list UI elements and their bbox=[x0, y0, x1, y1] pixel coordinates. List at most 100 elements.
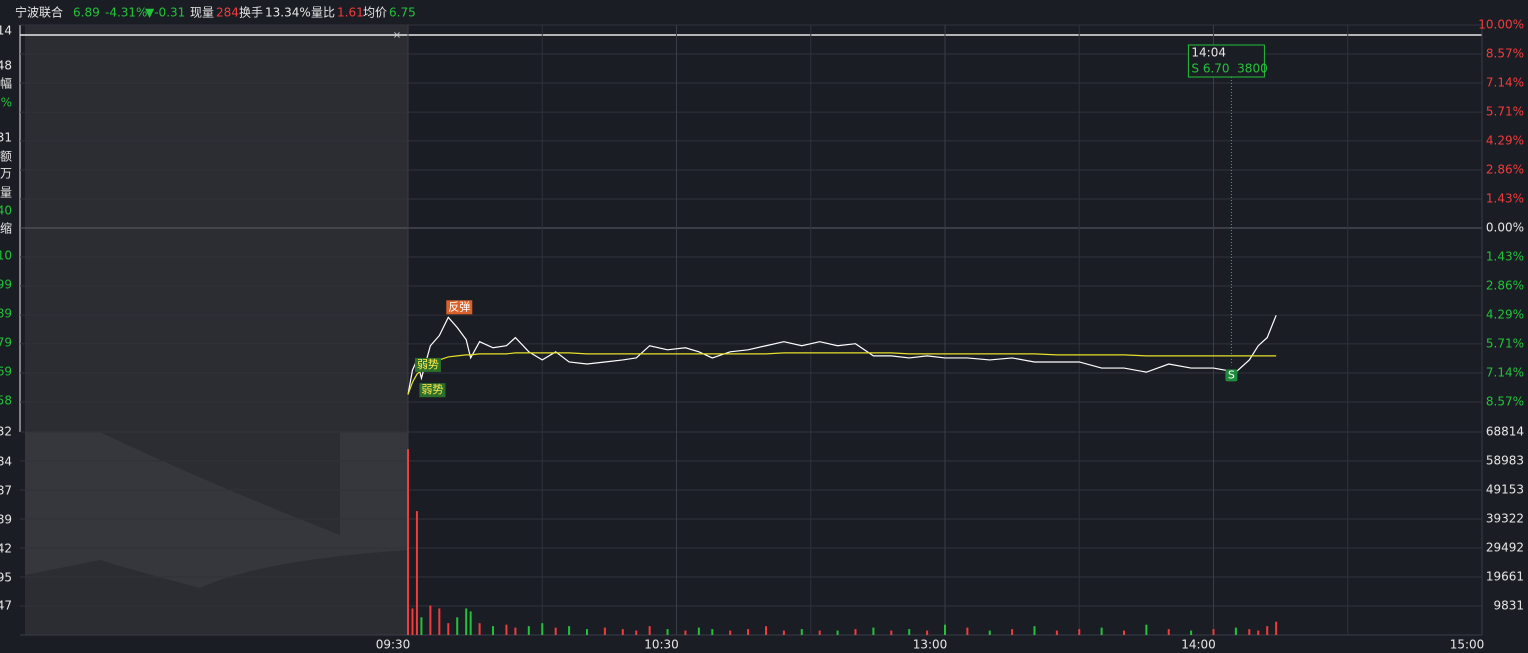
y-tick-label: 5.71% bbox=[1486, 336, 1524, 350]
left-label: 40 bbox=[0, 204, 12, 218]
volume-bar bbox=[1167, 629, 1170, 635]
y-tick-label: 1.43% bbox=[1486, 191, 1524, 205]
volume-bar bbox=[966, 627, 969, 635]
left-label: 31 bbox=[0, 131, 12, 145]
volume-bar bbox=[407, 449, 409, 635]
left-label: 84 bbox=[0, 455, 12, 469]
ratio-label: 量比 bbox=[311, 6, 335, 20]
volume-bar bbox=[1055, 630, 1058, 635]
ratio: 1.61 bbox=[337, 6, 364, 20]
volume-bar bbox=[411, 608, 414, 635]
price: 6.89 bbox=[73, 6, 100, 20]
signal-marker bbox=[1225, 369, 1238, 382]
volume-tick-label: 29492 bbox=[1486, 540, 1524, 554]
signal-time: 14:04 bbox=[1191, 46, 1226, 60]
tag-bg bbox=[446, 300, 473, 315]
volume-bar bbox=[1011, 629, 1014, 635]
volume-bar bbox=[505, 624, 508, 635]
volume-bar bbox=[800, 629, 803, 635]
y-tick-label: 7.14% bbox=[1486, 365, 1524, 379]
left-label: 量 bbox=[0, 186, 12, 200]
volume-bar bbox=[1212, 629, 1215, 635]
tag-label: 弱势 bbox=[421, 383, 443, 396]
volume-bar bbox=[478, 623, 481, 635]
stock-name: 宁波联合 bbox=[15, 5, 63, 20]
left-label: 万 bbox=[0, 167, 12, 181]
left-label: 32 bbox=[0, 425, 12, 439]
volume-bar bbox=[527, 626, 530, 635]
left-label: 89 bbox=[0, 307, 12, 321]
volume-bar bbox=[890, 630, 893, 635]
volume-bar bbox=[1078, 629, 1081, 635]
price-line bbox=[407, 315, 1277, 395]
y-tick-label: 0.00% bbox=[1486, 221, 1524, 235]
y-tick-label: 4.29% bbox=[1486, 133, 1524, 147]
volume-bar bbox=[697, 627, 700, 635]
volume-bar bbox=[1257, 630, 1260, 635]
volume-tick-label: 9831 bbox=[1493, 598, 1524, 612]
volume-bar bbox=[447, 623, 450, 635]
y-tick-label: 1.43% bbox=[1486, 250, 1524, 264]
tag-bg bbox=[414, 357, 441, 372]
volume-bar bbox=[988, 630, 991, 635]
left-label: 42 bbox=[0, 542, 12, 556]
volume-bar bbox=[469, 611, 472, 635]
volume-bar bbox=[908, 629, 911, 635]
volume-bar bbox=[603, 627, 606, 635]
volume-label: 现量 bbox=[190, 6, 214, 20]
volume-bar bbox=[1033, 626, 1036, 635]
y-tick-label: 7.14% bbox=[1486, 76, 1524, 90]
change-pct: -4.31% bbox=[105, 6, 147, 20]
volume-bar bbox=[1190, 630, 1193, 635]
volume-bar bbox=[635, 630, 638, 635]
volume-bar bbox=[438, 608, 441, 635]
volume-bar bbox=[1234, 627, 1237, 635]
left-label: 69 bbox=[0, 365, 12, 379]
close-icon[interactable]: × bbox=[393, 30, 401, 41]
volume-bar bbox=[711, 629, 714, 635]
volume-bar bbox=[554, 627, 557, 635]
volume-bar bbox=[465, 608, 468, 635]
grid bbox=[20, 24, 1483, 635]
volume-tick-label: 39322 bbox=[1486, 512, 1524, 526]
left-label: 额 bbox=[0, 150, 12, 164]
x-tick-label: 13:00 bbox=[913, 638, 948, 652]
x-tick-label: 09:30 bbox=[376, 638, 411, 652]
volume-bar bbox=[1100, 627, 1103, 635]
volume-tick-label: 58983 bbox=[1486, 454, 1524, 468]
volume-bar bbox=[666, 629, 669, 635]
left-label: 89 bbox=[0, 513, 12, 527]
volume-bar bbox=[456, 617, 459, 635]
signal-detail: S 6.70 3800 bbox=[1191, 62, 1267, 76]
volume-bar bbox=[514, 627, 517, 635]
avg: 6.75 bbox=[389, 6, 416, 20]
tag-label: 反弹 bbox=[448, 299, 470, 313]
volume: 284 bbox=[216, 6, 239, 20]
x-tick-label: 14:00 bbox=[1181, 638, 1216, 652]
y-tick-label: 2.86% bbox=[1486, 279, 1524, 293]
auction-area bbox=[25, 432, 408, 588]
left-label: 幅 bbox=[0, 76, 12, 91]
left-label: 缩 bbox=[0, 221, 12, 236]
signal-label: S bbox=[1228, 368, 1235, 381]
left-label: % bbox=[1, 96, 12, 110]
change: ▼-0.31 bbox=[145, 6, 185, 20]
x-tick-label: 10:30 bbox=[644, 638, 679, 652]
volume-bar bbox=[765, 626, 767, 635]
y-tick-label: 5.71% bbox=[1486, 105, 1524, 119]
volume-bar bbox=[944, 624, 946, 635]
volume-bar bbox=[1266, 626, 1269, 635]
avg-label: 均价 bbox=[363, 6, 387, 20]
volume-bar bbox=[492, 626, 495, 635]
volume-bar bbox=[926, 630, 929, 635]
left-label: 48 bbox=[0, 59, 12, 73]
left-label: 10 bbox=[0, 249, 12, 263]
left-label: 47 bbox=[0, 599, 12, 613]
volume-bar bbox=[729, 630, 732, 635]
tag-bg bbox=[419, 383, 446, 398]
left-label: 95 bbox=[0, 571, 12, 585]
volume-bar bbox=[782, 630, 785, 635]
volume-bar bbox=[568, 626, 571, 635]
turnover-label: 换手 bbox=[239, 6, 263, 20]
header: 宁波联合 6.89 -4.31% ▼-0.31 现量 284 换手 13.34%… bbox=[15, 5, 416, 20]
